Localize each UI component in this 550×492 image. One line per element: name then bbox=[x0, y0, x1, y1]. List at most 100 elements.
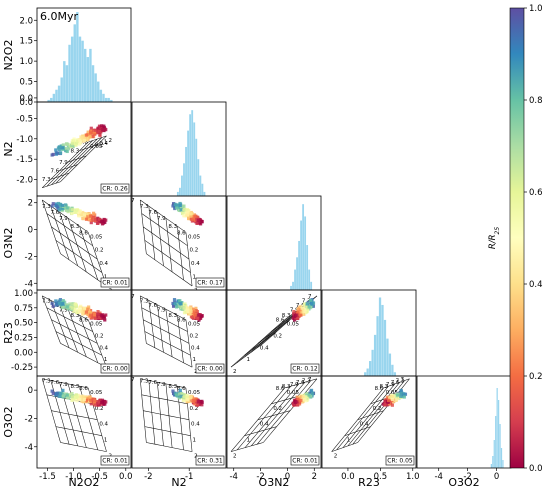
data-point bbox=[191, 217, 195, 221]
data-point bbox=[97, 315, 101, 320]
hist-bar bbox=[191, 110, 194, 196]
data-point bbox=[92, 211, 96, 215]
data-point bbox=[301, 312, 305, 316]
data-point bbox=[309, 302, 314, 306]
grid-label-metallicity: 7.9 bbox=[157, 382, 166, 388]
hist-bar bbox=[102, 93, 105, 102]
data-point bbox=[180, 206, 184, 210]
panel-content: 8.68.37.97.67.370.050.20.412 bbox=[132, 294, 204, 375]
data-point bbox=[178, 302, 182, 306]
hist-bar bbox=[294, 269, 296, 290]
data-point bbox=[86, 308, 90, 312]
data-point bbox=[93, 399, 97, 403]
x-tick-label: 0.5 bbox=[374, 472, 388, 482]
grid-label-metallicity: 7.9 bbox=[59, 307, 68, 313]
data-point bbox=[51, 202, 55, 206]
data-point bbox=[93, 403, 97, 407]
model-grid-line bbox=[141, 394, 188, 405]
panel-content bbox=[490, 388, 504, 468]
data-point bbox=[85, 138, 89, 142]
grid-label-ionization: 2 bbox=[108, 288, 112, 294]
data-point bbox=[89, 214, 93, 218]
hist-bar bbox=[81, 40, 84, 102]
panel-O3N2-vs-N2: 8.68.37.97.67.3 7 0.05 0.2 0.4 1 2CR: 0.17 bbox=[131, 195, 227, 291]
colorbar-tick-label: 0.2 bbox=[529, 372, 543, 382]
data-point bbox=[100, 220, 104, 224]
panel-content bbox=[290, 204, 313, 290]
data-point bbox=[103, 318, 107, 322]
panel-frame bbox=[36, 375, 132, 469]
x-tick-label: 0.0 bbox=[341, 472, 355, 482]
model-grid-line bbox=[140, 295, 187, 320]
hist-bar bbox=[393, 372, 397, 376]
data-point bbox=[60, 206, 64, 210]
data-point bbox=[80, 138, 84, 142]
x-axis-label: O3O2 bbox=[448, 476, 479, 489]
y-tick-label: -1.0 bbox=[16, 135, 33, 145]
data-point bbox=[86, 130, 90, 134]
grid-label-ionization: 2 bbox=[334, 454, 338, 460]
data-point bbox=[65, 206, 69, 210]
data-point bbox=[82, 213, 86, 217]
model-grid-line bbox=[144, 240, 191, 273]
hist-bar bbox=[493, 440, 495, 468]
x-axis-label: R23 bbox=[358, 476, 380, 489]
data-point bbox=[64, 148, 68, 152]
data-point bbox=[292, 310, 296, 314]
data-point bbox=[95, 402, 100, 406]
hist-bar bbox=[110, 99, 113, 102]
data-point bbox=[178, 388, 182, 392]
data-point bbox=[54, 148, 58, 152]
grid-label-metallicity: 7.3 bbox=[140, 379, 149, 385]
grid-label-ionization: 0.4 bbox=[191, 422, 200, 428]
data-point bbox=[193, 214, 197, 218]
data-point bbox=[102, 399, 106, 403]
grid-label-metallicity: 8.3 bbox=[168, 313, 177, 319]
time-label: 6.0Myr bbox=[40, 10, 78, 23]
data-point bbox=[89, 313, 93, 317]
data-point bbox=[65, 305, 69, 309]
data-point bbox=[50, 301, 54, 306]
data-point bbox=[74, 303, 78, 307]
hist-bar bbox=[304, 216, 307, 290]
data-point bbox=[97, 217, 101, 221]
data-point bbox=[93, 217, 97, 221]
y-tick-label: -0.5 bbox=[16, 114, 33, 124]
grid-label-ionization: 0.2 bbox=[189, 406, 198, 412]
hist-bar bbox=[502, 460, 504, 468]
data-point bbox=[84, 133, 89, 137]
model-grid-line bbox=[141, 213, 188, 246]
data-point bbox=[381, 402, 385, 406]
data-point bbox=[92, 312, 97, 316]
data-point bbox=[100, 127, 104, 132]
data-point bbox=[200, 400, 204, 405]
data-point bbox=[307, 305, 311, 309]
x-tick-label: 0 bbox=[494, 472, 499, 482]
data-point bbox=[65, 142, 69, 146]
data-point bbox=[173, 302, 177, 306]
data-point bbox=[98, 134, 102, 138]
x-tick-label: -0.5 bbox=[91, 472, 108, 482]
data-point bbox=[78, 210, 82, 214]
grid-label-ionization: 0.2 bbox=[373, 406, 382, 412]
model-grid-line bbox=[46, 213, 93, 246]
grid-label-ionization: 1 bbox=[104, 357, 108, 363]
data-point bbox=[100, 400, 104, 405]
data-point bbox=[64, 203, 68, 207]
y-tick-label: 1.00 bbox=[14, 289, 33, 299]
data-point bbox=[81, 312, 85, 316]
data-point bbox=[95, 312, 100, 316]
data-point bbox=[78, 305, 82, 309]
model-grid-line bbox=[230, 442, 264, 452]
data-point bbox=[188, 312, 192, 316]
grid-label-ionization: 0.05 bbox=[90, 322, 103, 328]
grid-label-metallicity: 7.6 bbox=[296, 380, 305, 386]
panel-content: 8.68.37.97.67.370.050.20.412 bbox=[230, 294, 318, 375]
data-point bbox=[78, 397, 82, 401]
model-grid-line bbox=[60, 442, 107, 452]
x-tick-label: -1.5 bbox=[39, 472, 56, 482]
hist-bar bbox=[187, 130, 190, 196]
grid-label-ionization: 0.4 bbox=[191, 345, 200, 351]
hist-bar bbox=[176, 191, 179, 196]
